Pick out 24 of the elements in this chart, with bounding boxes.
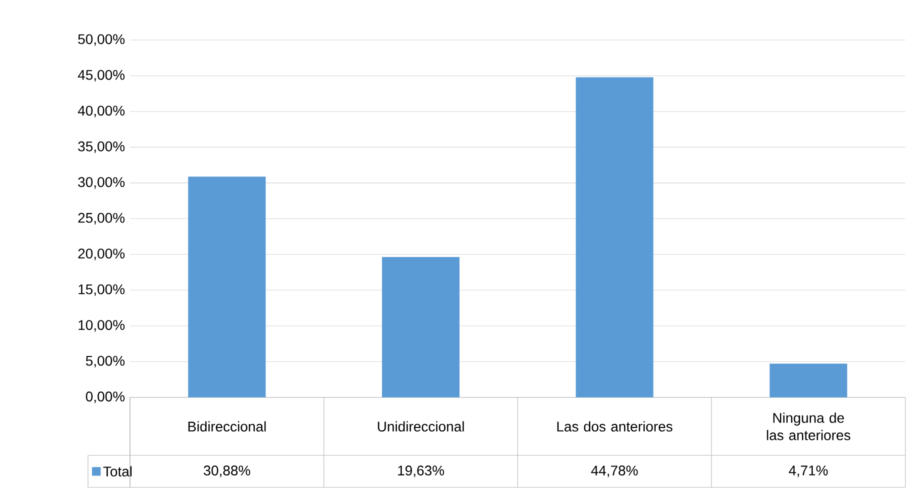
data-label: 19,63% [398, 466, 444, 478]
bar [188, 176, 266, 398]
bar [382, 257, 460, 398]
x-tick-label: Unidireccional [378, 421, 464, 432]
legend-label: Total [103, 466, 132, 476]
y-tick-label: 20,00% [78, 248, 125, 260]
x-tick-label: Las dos anteriores [557, 421, 672, 432]
data-label: 30,88% [204, 466, 250, 478]
y-tick-label: 40,00% [78, 106, 125, 118]
y-tick-label: 5,00% [86, 356, 125, 368]
bar [770, 364, 848, 398]
x-tick-label: Bidireccional [188, 421, 266, 432]
y-tick-label: 25,00% [78, 212, 125, 224]
x-tick-label: Ninguna de las anteriores [766, 412, 850, 440]
y-tick-label: 0,00% [86, 392, 125, 404]
y-tick-label: 10,00% [78, 320, 125, 332]
y-tick-label: 50,00% [78, 34, 125, 46]
data-label: 44,78% [591, 466, 638, 478]
y-tick-label: 15,00% [78, 284, 125, 296]
y-tick-label: 35,00% [78, 141, 125, 153]
y-tick-label: 30,00% [78, 177, 125, 189]
bar [576, 77, 654, 398]
y-tick-label: 45,00% [78, 70, 125, 82]
data-label: 4,71% [788, 466, 828, 478]
